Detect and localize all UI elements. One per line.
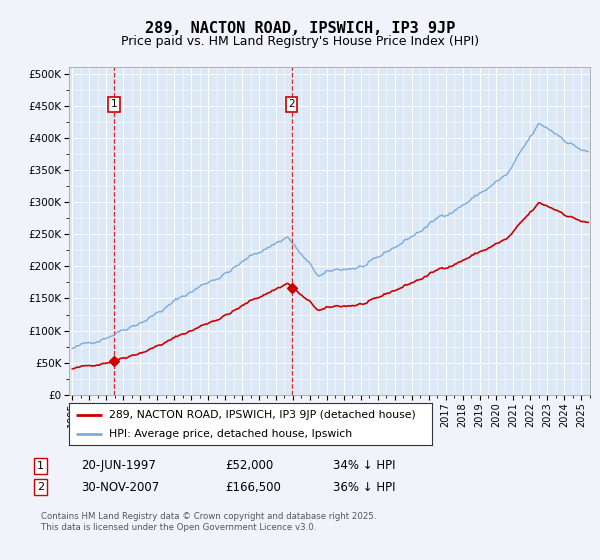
Text: HPI: Average price, detached house, Ipswich: HPI: Average price, detached house, Ipsw…: [109, 429, 352, 439]
Text: Contains HM Land Registry data © Crown copyright and database right 2025.
This d: Contains HM Land Registry data © Crown c…: [41, 512, 376, 531]
Text: Price paid vs. HM Land Registry's House Price Index (HPI): Price paid vs. HM Land Registry's House …: [121, 35, 479, 48]
Text: 1: 1: [111, 100, 118, 109]
Text: 36% ↓ HPI: 36% ↓ HPI: [333, 480, 395, 494]
Text: 34% ↓ HPI: 34% ↓ HPI: [333, 459, 395, 473]
Text: 20-JUN-1997: 20-JUN-1997: [81, 459, 156, 473]
Text: 2: 2: [288, 100, 295, 109]
Text: £166,500: £166,500: [225, 480, 281, 494]
Text: 30-NOV-2007: 30-NOV-2007: [81, 480, 159, 494]
Text: £52,000: £52,000: [225, 459, 273, 473]
Text: 2: 2: [37, 482, 44, 492]
Text: 1: 1: [37, 461, 44, 471]
Text: 289, NACTON ROAD, IPSWICH, IP3 9JP (detached house): 289, NACTON ROAD, IPSWICH, IP3 9JP (deta…: [109, 409, 416, 419]
Text: 289, NACTON ROAD, IPSWICH, IP3 9JP: 289, NACTON ROAD, IPSWICH, IP3 9JP: [145, 21, 455, 36]
